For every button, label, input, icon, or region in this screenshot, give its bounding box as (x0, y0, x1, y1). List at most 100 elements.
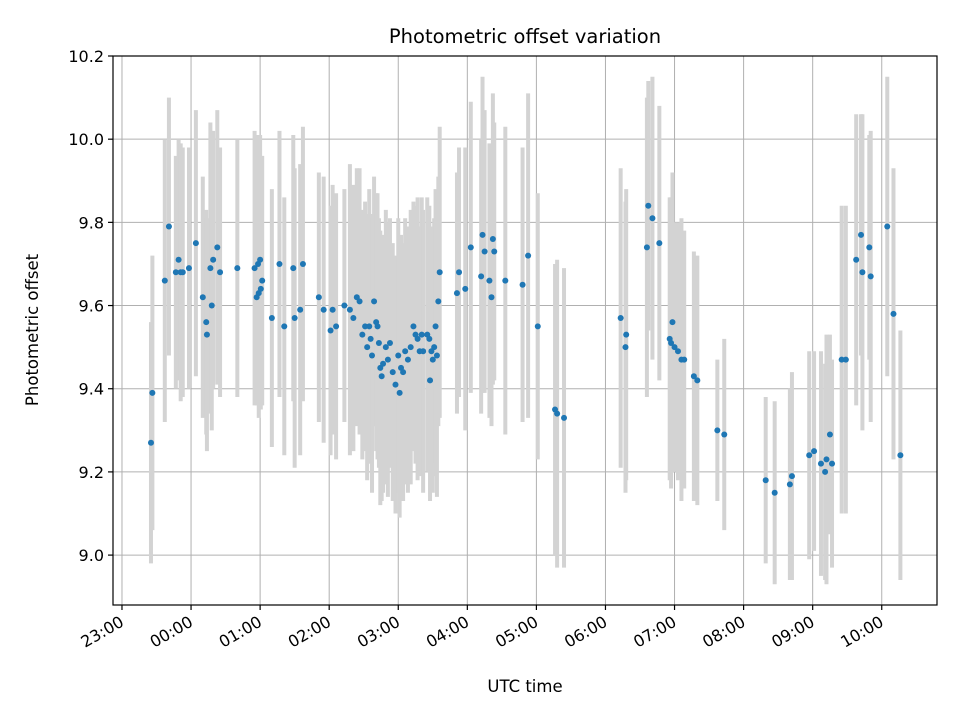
y-axis-title: Photometric offset (23, 253, 42, 406)
data-point (315, 294, 322, 301)
data-point (367, 335, 374, 342)
plot-frame (112, 55, 938, 606)
data-point (721, 431, 728, 438)
data-point (251, 265, 258, 272)
data-point (210, 256, 217, 263)
data-point (435, 298, 442, 305)
x-tick-label: 07:00 (630, 612, 679, 652)
data-point (771, 489, 778, 496)
data-point (375, 339, 382, 346)
x-tick-label: 00:00 (147, 612, 196, 652)
data-point (291, 315, 298, 322)
data-point (453, 290, 460, 297)
data-point (502, 277, 509, 284)
data-point (369, 352, 376, 359)
data-point (456, 269, 463, 276)
data-point (488, 294, 495, 301)
data-point (714, 427, 721, 434)
data-point (410, 323, 417, 330)
data-point (371, 298, 378, 305)
data-point (172, 269, 179, 276)
x-tick-label: 23:00 (78, 612, 127, 652)
data-point (519, 281, 526, 288)
data-point (671, 344, 678, 351)
data-point (554, 410, 561, 417)
data-point (467, 244, 474, 251)
data-point (884, 223, 891, 230)
data-point (400, 369, 407, 376)
x-tick-label: 04:00 (423, 612, 472, 652)
x-tick-label: 08:00 (699, 612, 748, 652)
data-point (822, 468, 829, 475)
data-point (207, 265, 214, 272)
data-point (290, 265, 297, 272)
data-point (668, 339, 675, 346)
data-point (643, 244, 650, 251)
data-point (161, 277, 168, 284)
data-point (366, 323, 373, 330)
data-point (364, 344, 371, 351)
data-point (192, 240, 199, 247)
data-point (149, 389, 156, 396)
data-point (203, 331, 210, 338)
data-point (479, 231, 486, 238)
data-point (622, 344, 629, 351)
data-point (341, 302, 348, 309)
x-axis-title: UTC time (487, 677, 562, 696)
data-point (378, 373, 385, 380)
data-point (694, 377, 701, 384)
data-point (890, 310, 897, 317)
data-point (333, 323, 340, 330)
data-point (431, 344, 438, 351)
data-point (362, 323, 369, 330)
data-point (897, 452, 904, 459)
data-point (788, 473, 795, 480)
y-tick-label: 9.0 (79, 546, 104, 565)
data-point (489, 236, 496, 242)
data-point (656, 240, 663, 247)
data-point (649, 215, 656, 222)
x-tick-label: 02:00 (285, 612, 334, 652)
data-point (329, 306, 336, 313)
data-point (268, 315, 275, 322)
data-point (208, 302, 215, 309)
data-point (386, 339, 393, 346)
data-point (853, 256, 860, 263)
data-point (175, 256, 182, 263)
data-point (395, 352, 402, 359)
data-point (257, 285, 264, 292)
data-point (346, 306, 353, 313)
data-point (165, 223, 172, 230)
data-point (396, 389, 403, 396)
data-point (382, 344, 389, 351)
data-point (525, 252, 532, 259)
data-point (356, 298, 363, 305)
data-point (380, 360, 387, 367)
chart-title: Photometric offset variation (389, 25, 661, 48)
data-point (374, 323, 381, 330)
data-point (392, 381, 399, 388)
y-tick-label: 9.8 (79, 213, 104, 232)
data-point (199, 294, 206, 301)
data-point (491, 248, 498, 255)
data-point (826, 431, 833, 438)
y-tick-label: 10.2 (68, 47, 104, 66)
data-point (669, 319, 676, 326)
data-point (297, 306, 304, 313)
data-point (681, 356, 688, 363)
x-tick-label: 01:00 (216, 612, 265, 652)
error-bars (148, 76, 903, 585)
data-point (281, 323, 288, 330)
x-tick-label: 03:00 (354, 612, 403, 652)
data-point (867, 273, 874, 280)
data-point (299, 260, 306, 267)
data-point (402, 348, 409, 355)
data-point (389, 369, 396, 376)
data-point (859, 269, 866, 276)
data-point (276, 260, 283, 267)
data-point (320, 306, 327, 313)
data-point (404, 356, 411, 363)
data-point (481, 248, 488, 255)
data-point (426, 335, 433, 342)
